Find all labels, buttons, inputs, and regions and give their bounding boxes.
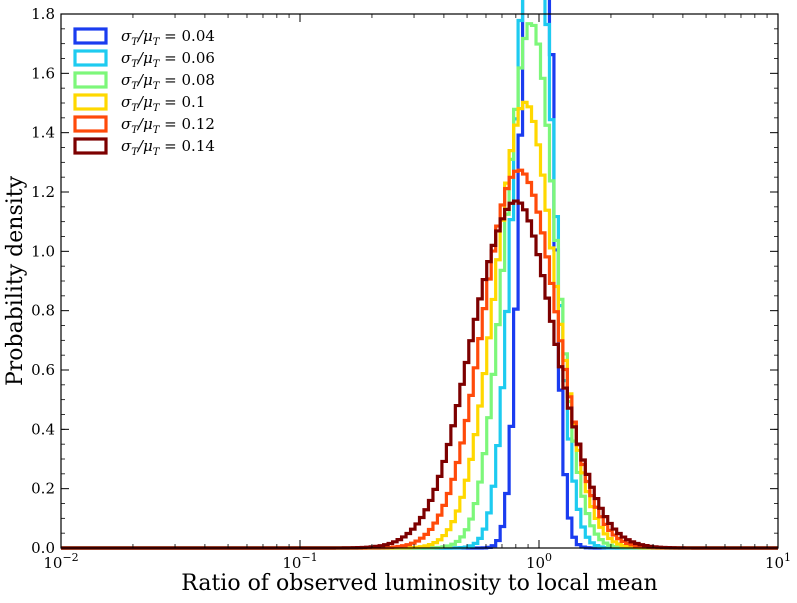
legend-swatch-3: [73, 71, 108, 89]
y-tick-label: 1.6: [31, 64, 55, 82]
x-tick-label: 10−2: [43, 551, 78, 572]
y-tick-label: 0.0: [31, 539, 55, 557]
y-tick-label: 1.0: [31, 242, 55, 260]
x-tick-label: 100: [526, 551, 552, 572]
legend-swatch-5: [73, 115, 108, 133]
legend-label-3: σT/μT = 0.08: [121, 71, 215, 92]
y-tick-label: 1.8: [31, 5, 55, 23]
y-axis-title: Probability density: [3, 175, 28, 386]
series-line-6: [61, 199, 778, 550]
y-tick-label: 1.4: [31, 124, 55, 142]
legend-swatch-1: [73, 27, 108, 45]
series-line-5: [61, 168, 778, 550]
y-tick-label: 0.6: [31, 361, 55, 379]
y-tick-label: 1.2: [31, 183, 55, 201]
x-tick-label: 101: [765, 551, 791, 572]
legend-label-5: σT/μT = 0.12: [121, 115, 215, 136]
legend-label-4: σT/μT = 0.1: [121, 93, 205, 114]
y-tick-label: 0.4: [31, 420, 55, 438]
legend-label-1: σT/μT = 0.04: [121, 27, 215, 48]
y-tick-label: 0.8: [31, 302, 55, 320]
series-line-4: [61, 100, 778, 550]
x-axis-title: Ratio of observed luminosity to local me…: [181, 571, 657, 596]
legend-swatch-6: [73, 137, 108, 155]
legend-label-2: σT/μT = 0.06: [121, 49, 215, 70]
axis-ticks: 0.0 0.2 0.4 0.6 0.8 1.0 1.2 1.4 1.6 1.8 10−2 10−1 10…: [31, 5, 791, 572]
x-tick-label: 10−1: [282, 551, 317, 572]
y-tick-label: 0.2: [31, 480, 55, 498]
legend-label-6: σT/μT = 0.14: [121, 137, 215, 158]
legend-swatch-4: [73, 93, 108, 111]
legend-swatch-2: [73, 49, 108, 67]
